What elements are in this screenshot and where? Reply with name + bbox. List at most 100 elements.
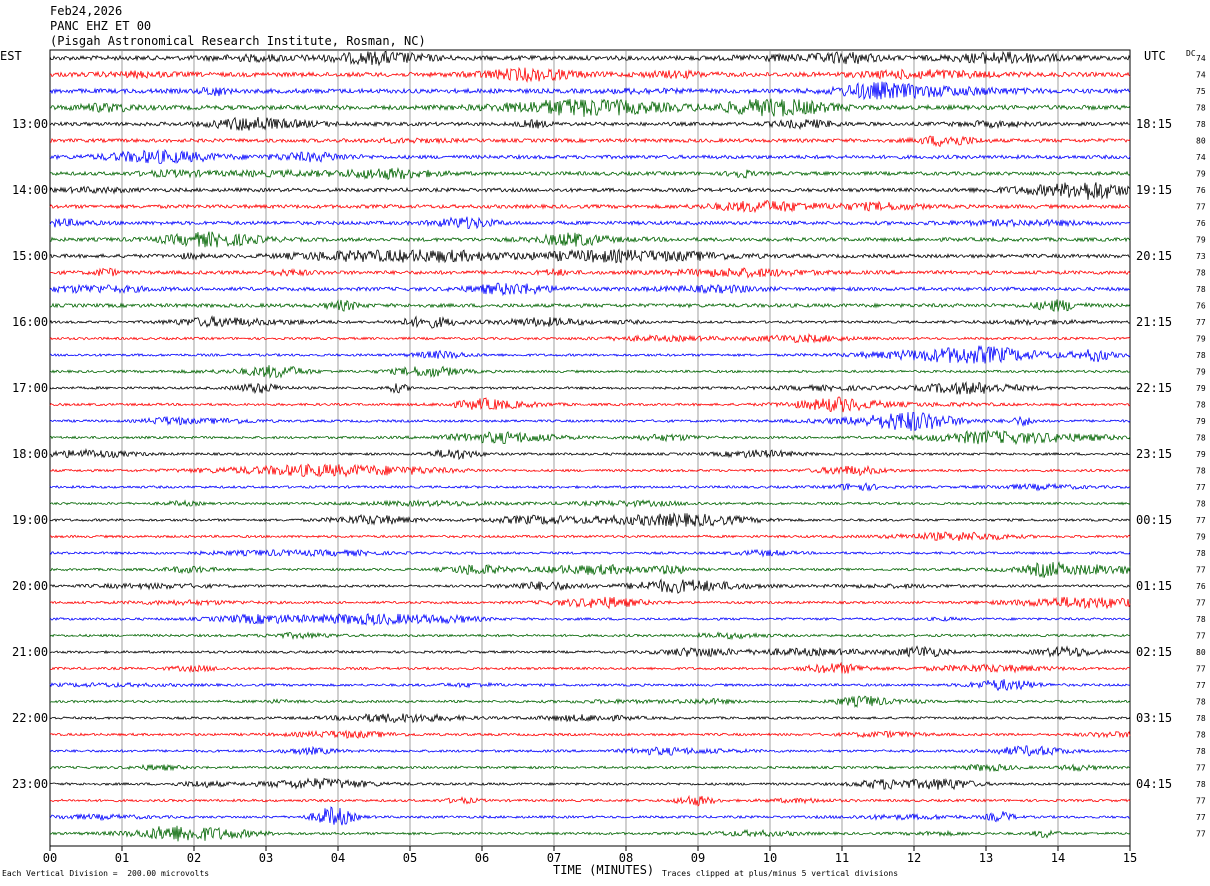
- trace-row: [49, 299, 1131, 312]
- dc-offset: 74: [1196, 153, 1206, 162]
- trace-row: [49, 182, 1131, 200]
- est-time-label: 15:00: [12, 249, 48, 263]
- trace-row: [49, 315, 1131, 329]
- est-axis-label: EST: [0, 49, 22, 63]
- dc-offset: 79: [1196, 236, 1206, 245]
- clip-note: Traces clipped at plus/minus 5 vertical …: [662, 869, 899, 878]
- trace-row: [49, 679, 1131, 692]
- dc-offset: 78: [1196, 434, 1206, 443]
- trace-row: [49, 116, 1131, 131]
- x-tick-label: 04: [331, 851, 345, 865]
- trace-row: [49, 216, 1131, 230]
- utc-time-label: 19:15: [1136, 183, 1172, 197]
- dc-offset: 77: [1196, 203, 1206, 212]
- dc-offset: 76: [1196, 219, 1206, 228]
- x-tick-label: 02: [187, 851, 201, 865]
- dc-offset: 78: [1196, 401, 1206, 410]
- dc-offset: 76: [1196, 186, 1206, 195]
- x-axis-title: TIME (MINUTES): [553, 863, 655, 877]
- trace-row: [49, 66, 1131, 83]
- trace-row: [49, 332, 1131, 344]
- dc-offset: 77: [1196, 830, 1206, 839]
- x-tick-label: 01: [115, 851, 129, 865]
- utc-time-label: 03:15: [1136, 711, 1172, 725]
- dc-offset: 73: [1196, 252, 1206, 261]
- x-tick-label: 03: [259, 851, 273, 865]
- x-tick-label: 08: [619, 851, 633, 865]
- dc-offset: 78: [1196, 731, 1206, 740]
- utc-time-label: 02:15: [1136, 645, 1172, 659]
- record-date: Feb24,2026: [50, 4, 123, 18]
- dc-offset: 77: [1196, 516, 1206, 525]
- dc-offset: 79: [1196, 335, 1206, 344]
- x-tick-label: 09: [691, 851, 705, 865]
- x-tick-label: 10: [763, 851, 777, 865]
- dc-offset: 80: [1196, 648, 1206, 657]
- trace-row: [49, 612, 1131, 626]
- station-code: PANC EHZ ET 00: [50, 19, 152, 33]
- trace-row: [49, 429, 1131, 446]
- dc-offset: 79: [1196, 417, 1206, 426]
- trace-row: [49, 231, 1131, 248]
- utc-time-label: 20:15: [1136, 249, 1172, 263]
- trace-row: [49, 806, 1131, 826]
- trace-row: [49, 81, 1131, 101]
- trace-row: [49, 531, 1131, 541]
- dc-offset: 78: [1196, 615, 1206, 624]
- dc-offset: 77: [1196, 813, 1206, 822]
- utc-time-label: 00:15: [1136, 513, 1172, 527]
- dc-offset: 80: [1196, 137, 1206, 146]
- x-tick-label: 06: [475, 851, 489, 865]
- dc-offset: 78: [1196, 780, 1206, 789]
- trace-row: [49, 167, 1131, 181]
- trace-row: [49, 763, 1131, 773]
- trace-row: [49, 712, 1131, 724]
- utc-axis-label: UTC: [1144, 49, 1166, 63]
- dc-offset: 79: [1196, 450, 1206, 459]
- dc-offset: 75: [1196, 87, 1206, 96]
- utc-time-label: 22:15: [1136, 381, 1172, 395]
- dc-offset: 77: [1196, 566, 1206, 575]
- dc-offset: 78: [1196, 120, 1206, 129]
- trace-row: [49, 267, 1131, 279]
- est-time-label: 18:00: [12, 447, 48, 461]
- dc-offset: 77: [1196, 665, 1206, 674]
- trace-row: [49, 695, 1131, 709]
- trace-row: [49, 794, 1131, 807]
- est-time-label: 19:00: [12, 513, 48, 527]
- x-tick-label: 07: [547, 851, 561, 865]
- est-time-label: 14:00: [12, 183, 48, 197]
- dc-offset: 78: [1196, 747, 1206, 756]
- station-location: (Pisgah Astronomical Research Institute,…: [50, 34, 426, 48]
- trace-row: [49, 50, 1131, 67]
- est-time-label: 16:00: [12, 315, 48, 329]
- dc-offset: 77: [1196, 599, 1206, 608]
- dc-offset: 78: [1196, 269, 1206, 278]
- trace-row: [49, 661, 1131, 675]
- trace-row: [49, 135, 1131, 148]
- dc-offset: 78: [1196, 285, 1206, 294]
- trace-row: [49, 381, 1131, 395]
- x-tick-label: 15: [1123, 851, 1137, 865]
- plot-frame: [49, 49, 1131, 847]
- scale-note: Each Vertical Division = 200.00 microvol…: [2, 869, 210, 878]
- utc-time-label: 23:15: [1136, 447, 1172, 461]
- est-time-label: 13:00: [12, 117, 48, 131]
- trace-row: [50, 448, 1130, 461]
- dc-offset: 77: [1196, 681, 1206, 690]
- dc-offset: 78: [1196, 500, 1206, 509]
- dc-offset: 78: [1196, 549, 1206, 558]
- est-time-label: 20:00: [12, 579, 48, 593]
- est-time-label: 22:00: [12, 711, 48, 725]
- trace-row: [49, 396, 1131, 413]
- trace-row: [49, 148, 1131, 165]
- trace-row: [49, 561, 1131, 578]
- utc-time-label: 01:15: [1136, 579, 1172, 593]
- trace-row: [49, 745, 1131, 757]
- est-time-label: 21:00: [12, 645, 48, 659]
- est-time-label: 23:00: [12, 777, 48, 791]
- utc-time-label: 18:15: [1136, 117, 1172, 131]
- dc-offset: 77: [1196, 632, 1206, 641]
- trace-row: [49, 596, 1131, 610]
